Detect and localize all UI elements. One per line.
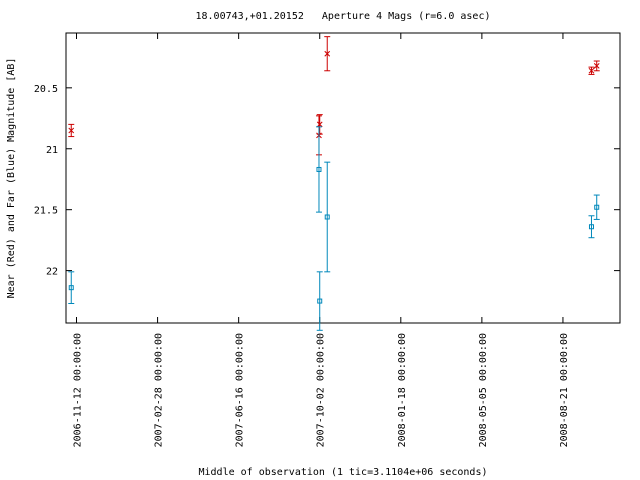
point-marker — [68, 285, 74, 291]
y-axis-ticks: 20.5 21 21.5 22 — [34, 84, 620, 278]
x-axis-label: Middle of observation (1 tic=3.1104e+06 … — [199, 467, 488, 478]
point-marker — [593, 63, 600, 69]
point-marker — [316, 121, 323, 128]
y-tick-label: 21 — [46, 145, 58, 156]
data-point — [315, 126, 322, 213]
point-marker — [316, 166, 322, 172]
point-marker — [317, 298, 323, 304]
x-tick-label: 2007-02-28 00:00:00 — [154, 333, 165, 447]
data-point — [324, 161, 331, 273]
point-marker — [588, 67, 595, 74]
data-point — [588, 66, 595, 75]
x-tick-label: 2007-10-02 00:00:00 — [316, 333, 327, 447]
plot-frame — [65, 32, 621, 324]
chart-title: 18.00743,+01.20152 Aperture 4 Mags (r=6.… — [195, 11, 490, 22]
y-tick-label: 20.5 — [34, 84, 58, 95]
data-point — [316, 114, 323, 135]
y-tick-label: 22 — [46, 267, 58, 278]
point-marker — [68, 127, 75, 134]
data-point — [593, 60, 600, 72]
x-axis-ticks: 2006-11-12 00:00:00 2007-02-28 00:00:00 20… — [73, 33, 570, 447]
data-point — [68, 123, 75, 138]
x-tick-label: 2008-01-18 00:00:00 — [397, 333, 408, 447]
y-tick-label: 21.5 — [34, 206, 58, 217]
point-marker — [594, 204, 600, 210]
point-marker — [324, 214, 330, 220]
data-point — [324, 36, 331, 72]
x-tick-label: 2007-06-16 00:00:00 — [235, 333, 246, 447]
data-point — [68, 271, 75, 305]
data-points — [68, 36, 600, 331]
data-point — [588, 215, 595, 239]
data-point — [316, 271, 323, 331]
x-tick-label: 2008-08-21 00:00:00 — [559, 333, 570, 447]
point-marker — [324, 50, 331, 57]
x-tick-label: 2008-05-05 00:00:00 — [478, 333, 489, 447]
point-marker — [588, 224, 594, 230]
data-point — [593, 194, 600, 220]
y-axis-label: Near (Red) and Far (Blue) Magnitude [AB] — [6, 58, 17, 299]
x-tick-label: 2006-11-12 00:00:00 — [73, 333, 84, 447]
